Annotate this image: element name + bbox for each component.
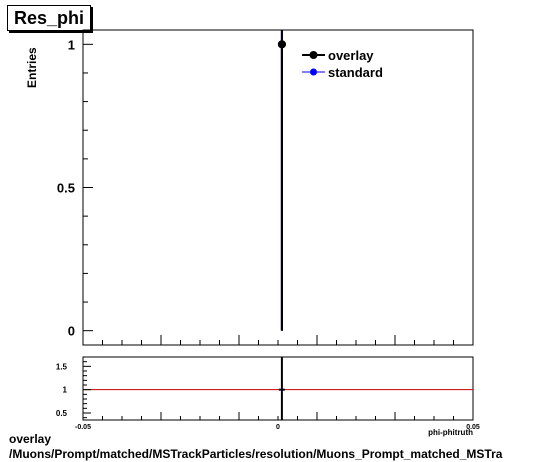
legend: overlay standard (302, 48, 383, 80)
footer-caption: overlay /Muons/Prompt/matched/MSTrackPar… (9, 432, 502, 462)
footer-line-1: overlay (9, 432, 52, 446)
y-tick-label: 0.5 (57, 181, 75, 196)
legend-overlay-label: overlay (328, 48, 374, 63)
ratio-y-tick-label: 0.5 (56, 409, 68, 418)
x-axis-label: phi-phitruth (428, 428, 473, 437)
legend-overlay-marker (309, 51, 318, 59)
overlay-point (277, 40, 286, 49)
chart-title: Res_phi (7, 5, 92, 31)
y-tick-label: 0 (68, 324, 75, 339)
x-tick-label: 0 (276, 424, 280, 431)
ratio-plot-frame (82, 356, 474, 421)
footer-line-2: /Muons/Prompt/matched/MSTrackParticles/r… (9, 447, 503, 461)
legend-standard-label: standard (328, 65, 383, 80)
main-panel: 00.51 (57, 29, 474, 346)
y-tick-label: 1 (68, 37, 75, 52)
ratio-panel: 0.5 1 1.5 -0.05 0 0.05 (56, 356, 480, 431)
ratio-y-tick-label: 1.5 (56, 362, 68, 371)
main-plot-frame (82, 29, 474, 346)
legend-standard-marker (310, 68, 317, 76)
x-tick-label: 0.05 (466, 424, 480, 431)
ratio-y-tick-label: 1 (63, 386, 68, 395)
x-tick-label: -0.05 (75, 424, 91, 431)
